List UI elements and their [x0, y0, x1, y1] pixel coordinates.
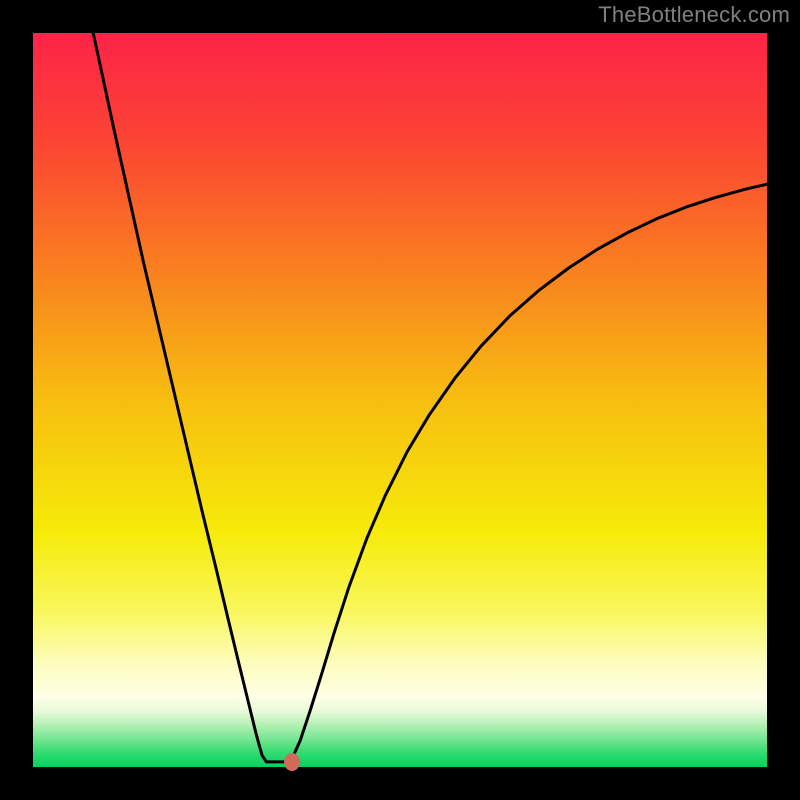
watermark-text: TheBottleneck.com [598, 2, 790, 28]
chart-plot-area [33, 33, 767, 767]
chart-min-marker [284, 753, 300, 771]
chart-curve [93, 33, 767, 762]
chart-curve-layer [33, 33, 767, 767]
